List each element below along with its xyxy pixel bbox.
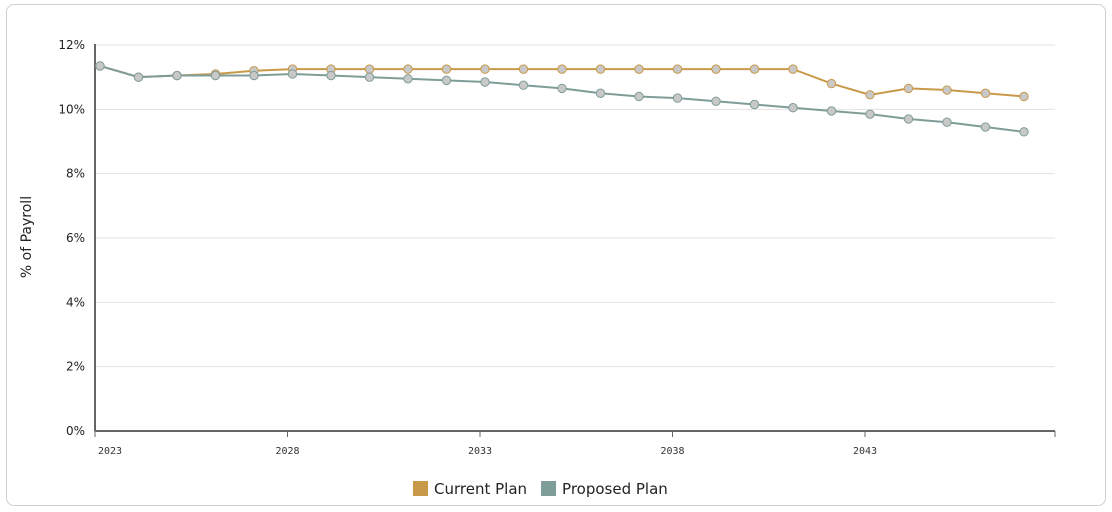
y-tick-label: 6% bbox=[66, 231, 85, 245]
data-point[interactable] bbox=[403, 64, 413, 74]
data-point[interactable] bbox=[403, 74, 413, 84]
legend[interactable]: Current Plan Proposed Plan bbox=[413, 480, 668, 498]
data-point[interactable] bbox=[942, 117, 952, 127]
gridlines bbox=[95, 44, 1055, 368]
data-point[interactable] bbox=[865, 109, 875, 119]
data-point[interactable] bbox=[749, 99, 760, 110]
data-point[interactable] bbox=[518, 80, 529, 90]
data-point[interactable] bbox=[826, 106, 837, 116]
x-tick-label: 2028 bbox=[275, 446, 299, 457]
x-tick-label: 2033 bbox=[468, 446, 492, 457]
y-axis-title: % of Payroll bbox=[19, 196, 35, 278]
x-tick-label: 2023 bbox=[98, 446, 122, 457]
y-tick-label: 4% bbox=[66, 295, 85, 309]
y-axis-tick-labels: 0% 2% 4% 6% 8% 10% 12% bbox=[58, 38, 85, 438]
data-point[interactable] bbox=[634, 91, 644, 102]
data-point[interactable] bbox=[1019, 127, 1029, 137]
data-point[interactable] bbox=[1019, 91, 1029, 102]
data-point[interactable] bbox=[711, 96, 721, 106]
data-point[interactable] bbox=[364, 64, 375, 74]
data-point[interactable] bbox=[788, 64, 798, 74]
data-point[interactable] bbox=[903, 83, 914, 94]
data-point[interactable] bbox=[480, 77, 490, 87]
data-point[interactable] bbox=[287, 69, 298, 79]
data-point[interactable] bbox=[865, 90, 875, 100]
data-point[interactable] bbox=[749, 64, 760, 74]
data-point[interactable] bbox=[172, 70, 182, 81]
data-point[interactable] bbox=[133, 72, 144, 82]
data-point[interactable] bbox=[672, 93, 683, 103]
data-point[interactable] bbox=[441, 64, 452, 74]
series-proposed-plan[interactable] bbox=[95, 61, 1029, 137]
data-point[interactable] bbox=[634, 64, 644, 74]
series-current-plan[interactable] bbox=[95, 61, 1029, 102]
axes bbox=[94, 44, 1056, 437]
data-point[interactable] bbox=[210, 70, 221, 81]
data-point[interactable] bbox=[249, 70, 259, 81]
data-point[interactable] bbox=[95, 61, 105, 71]
y-tick-label: 8% bbox=[66, 167, 85, 181]
legend-label: Proposed Plan bbox=[562, 480, 668, 498]
data-point[interactable] bbox=[942, 85, 952, 95]
data-point[interactable] bbox=[480, 64, 490, 74]
x-tick-label: 2038 bbox=[660, 446, 684, 457]
data-point[interactable] bbox=[364, 72, 375, 82]
data-point[interactable] bbox=[557, 64, 567, 74]
series-line[interactable] bbox=[99, 64, 1025, 133]
legend-swatch bbox=[413, 481, 428, 496]
data-point[interactable] bbox=[595, 88, 606, 98]
y-tick-label: 0% bbox=[66, 424, 85, 438]
data-point[interactable] bbox=[595, 64, 606, 74]
legend-label: Current Plan bbox=[434, 480, 527, 498]
data-point[interactable] bbox=[980, 88, 991, 98]
y-tick-label: 2% bbox=[66, 360, 85, 374]
legend-swatch bbox=[541, 481, 557, 496]
legend-item[interactable]: Current Plan bbox=[413, 480, 527, 498]
data-point[interactable] bbox=[903, 114, 914, 124]
data-point[interactable] bbox=[711, 64, 721, 74]
y-tick-label: 10% bbox=[58, 102, 85, 116]
data-point[interactable] bbox=[672, 64, 683, 74]
data-point[interactable] bbox=[980, 122, 991, 132]
x-axis-tick-labels: 2023 2028 2033 2038 2043 bbox=[98, 446, 877, 457]
series-lines bbox=[95, 61, 1029, 137]
data-point[interactable] bbox=[441, 75, 452, 86]
data-point[interactable] bbox=[826, 78, 837, 89]
legend-item[interactable]: Proposed Plan bbox=[541, 480, 668, 498]
data-point[interactable] bbox=[788, 103, 798, 113]
data-point[interactable] bbox=[518, 64, 529, 74]
data-point[interactable] bbox=[557, 83, 567, 94]
y-tick-label: 12% bbox=[58, 38, 85, 52]
x-tick-label: 2043 bbox=[853, 446, 877, 457]
data-point[interactable] bbox=[326, 70, 336, 81]
